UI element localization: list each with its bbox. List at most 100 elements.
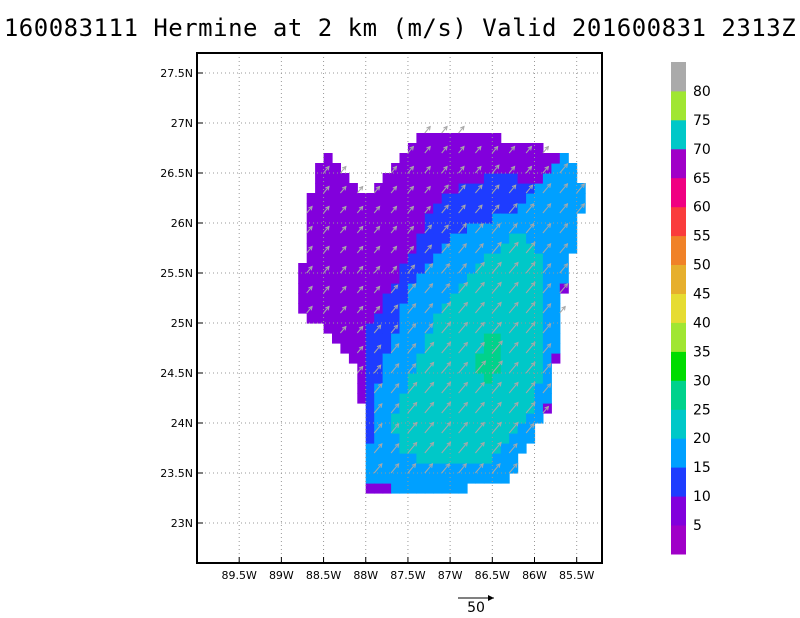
wind-cell [467,153,476,164]
wind-vector-head [392,265,398,271]
wind-cell [340,193,350,204]
wind-vector [323,286,330,294]
wind-cell [424,213,434,224]
wind-cell [450,203,460,214]
colorbar-label: 35 [693,344,711,360]
wind-cell [340,313,350,324]
wind-vector-head [480,421,485,427]
colorbar-segment [671,496,686,526]
wind-vector-head [463,301,469,307]
wind-cell [340,293,350,304]
wind-vector-head [325,185,330,191]
wind-cell [534,143,544,154]
wind-cell [348,333,358,344]
wind-vector-head [392,185,398,191]
colorbar-label: 15 [693,460,711,476]
wind-cell [568,203,578,214]
wind-vector-head [325,205,330,211]
wind-vector-head [546,302,552,308]
wind-vector-head [341,265,347,271]
wind-vector-head [478,204,483,210]
wind-cell [382,243,392,254]
wind-cell [348,303,358,314]
wind-cell [551,323,561,334]
wind-vector [458,263,467,274]
wind-cell [534,233,544,244]
colorbar-label: 80 [693,84,711,100]
wind-vector-head [580,202,586,208]
wind-cell [365,293,375,304]
wind-cell [517,153,527,164]
wind-cell [467,223,476,234]
colorbar-segment [671,438,686,468]
wind-cell [433,403,443,414]
wind-vector [542,343,551,354]
wind-vector [373,463,383,474]
wind-cell [483,353,493,364]
wind-cell [458,313,468,324]
wind-vector-head [510,165,516,171]
wind-cell [382,373,392,384]
y-tick-label: 23N [171,517,193,530]
wind-vector [458,322,468,334]
wind-vector [458,146,465,154]
wind-cell [340,333,350,344]
wind-cell [315,213,325,224]
y-tick-label: 26N [171,217,193,230]
wind-vector [508,443,518,454]
y-tick-label: 26.5N [160,167,193,180]
wind-vector [323,246,330,254]
wind-cell [323,313,333,324]
wind-cell [365,443,375,454]
wind-cell [526,333,536,344]
wind-vector-head [530,241,536,247]
wind-cell [509,333,519,344]
wind-vector [424,244,432,254]
wind-vector [542,183,551,194]
wind-cell [509,273,519,284]
wind-vector [491,340,503,354]
wind-cell [441,173,451,184]
wind-cell [407,393,417,404]
wind-vector-head [497,321,502,327]
wind-cell [517,293,527,304]
wind-cell [500,293,510,304]
wind-cell [458,213,468,224]
wind-vector [373,266,380,274]
wind-cell [424,313,434,324]
wind-vector [559,283,568,294]
wind-cell [382,483,392,494]
wind-cell [450,403,460,414]
wind-cell [433,253,443,264]
wind-cell [315,283,325,294]
wind-cell [399,483,409,494]
wind-cell [365,353,375,364]
wind-vector-head [476,145,482,151]
wind-vector-head [478,184,483,190]
wind-cell [534,183,544,194]
wind-cell [450,283,460,294]
wind-cell [467,293,476,304]
wind-vector [559,183,568,194]
wind-cell [483,153,493,164]
wind-cell [458,353,468,364]
wind-cell [348,353,358,364]
wind-cell [374,483,384,494]
wind-vector [491,282,502,294]
wind-vector [475,204,483,214]
wind-cell [450,193,460,204]
wind-cell [424,333,434,344]
wind-cell [450,423,460,434]
wind-vector-head [546,342,552,348]
wind-cell [340,213,350,224]
wind-cell [492,473,502,484]
y-tick-label: 27N [171,117,193,130]
wind-cell [433,143,443,154]
wind-cell [424,473,434,484]
wind-cell [332,263,341,274]
wind-cell [407,453,417,464]
wind-vector [424,126,431,134]
wind-vector [373,403,383,414]
wind-vector-head [446,401,452,407]
wind-cell [382,413,392,424]
